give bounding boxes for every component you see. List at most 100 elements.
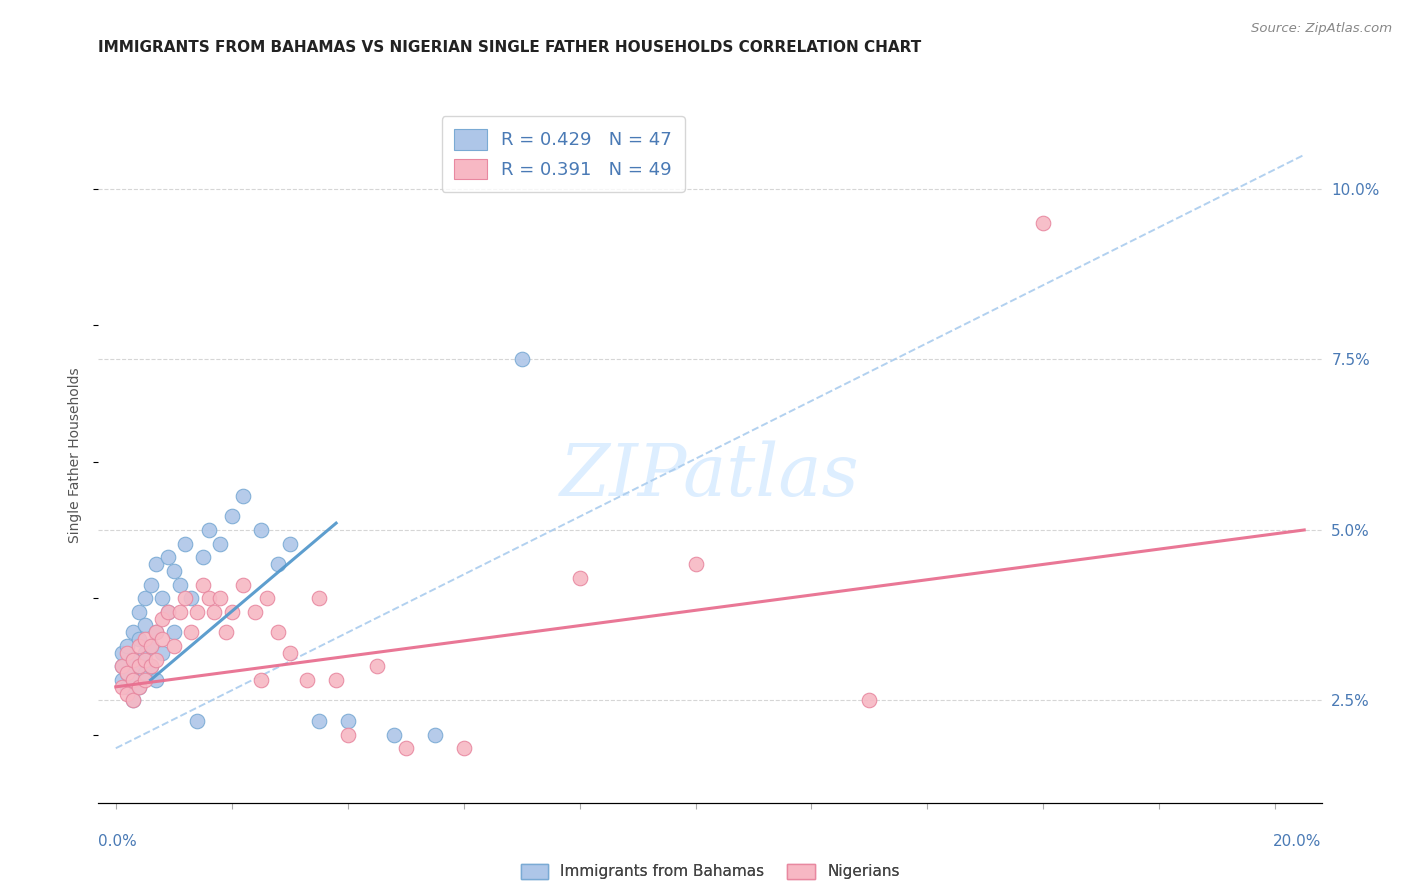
Point xyxy=(180,625,202,640)
Point xyxy=(122,673,145,687)
Point xyxy=(366,659,388,673)
Point xyxy=(134,591,156,606)
Point xyxy=(256,591,278,606)
Point xyxy=(139,639,162,653)
Point xyxy=(122,693,145,707)
Point xyxy=(134,673,156,687)
Point xyxy=(145,557,167,571)
Point xyxy=(325,673,347,687)
Point xyxy=(221,605,243,619)
Point xyxy=(858,693,880,707)
Point xyxy=(249,523,271,537)
Point xyxy=(267,625,290,640)
Point xyxy=(295,673,318,687)
Point xyxy=(191,577,214,591)
Point xyxy=(336,728,359,742)
Point xyxy=(145,625,167,640)
Point xyxy=(395,741,418,756)
Point xyxy=(110,680,132,694)
Text: 0.0%: 0.0% xyxy=(98,834,138,849)
Point xyxy=(117,666,139,681)
Point xyxy=(122,652,145,666)
Point xyxy=(128,659,150,673)
Point xyxy=(139,659,162,673)
Point xyxy=(110,659,132,673)
Point xyxy=(134,646,156,660)
Point xyxy=(145,673,167,687)
Point xyxy=(134,632,156,646)
Point xyxy=(186,605,208,619)
Point xyxy=(336,714,359,728)
Point xyxy=(163,564,186,578)
Point xyxy=(232,577,254,591)
Point xyxy=(110,659,132,673)
Point xyxy=(134,652,156,666)
Point xyxy=(117,639,139,653)
Point xyxy=(169,577,191,591)
Point xyxy=(163,639,186,653)
Point xyxy=(117,680,139,694)
Point xyxy=(685,557,707,571)
Point xyxy=(134,666,156,681)
Point xyxy=(221,509,243,524)
Point xyxy=(197,523,219,537)
Point xyxy=(134,618,156,632)
Point xyxy=(139,577,162,591)
Point xyxy=(174,591,197,606)
Point xyxy=(169,605,191,619)
Point xyxy=(122,693,145,707)
Point xyxy=(156,605,179,619)
Point xyxy=(117,666,139,681)
Point xyxy=(174,536,197,550)
Point xyxy=(453,741,475,756)
Point xyxy=(191,550,214,565)
Point xyxy=(382,728,405,742)
Text: IMMIGRANTS FROM BAHAMAS VS NIGERIAN SINGLE FATHER HOUSEHOLDS CORRELATION CHART: IMMIGRANTS FROM BAHAMAS VS NIGERIAN SING… xyxy=(98,40,922,55)
Point xyxy=(249,673,271,687)
Point xyxy=(128,680,150,694)
Point xyxy=(128,659,150,673)
Point xyxy=(156,605,179,619)
Point xyxy=(423,728,446,742)
Point xyxy=(510,352,533,367)
Point xyxy=(128,639,150,653)
Point xyxy=(128,680,150,694)
Point xyxy=(110,646,132,660)
Point xyxy=(568,571,591,585)
Point xyxy=(150,632,173,646)
Y-axis label: Single Father Households: Single Father Households xyxy=(69,368,83,542)
Legend: Immigrants from Bahamas, Nigerians: Immigrants from Bahamas, Nigerians xyxy=(515,857,905,886)
Text: Source: ZipAtlas.com: Source: ZipAtlas.com xyxy=(1251,22,1392,36)
Point xyxy=(243,605,266,619)
Point xyxy=(122,652,145,666)
Point xyxy=(117,687,139,701)
Point xyxy=(122,673,145,687)
Point xyxy=(202,605,225,619)
Point xyxy=(150,591,173,606)
Point xyxy=(308,591,330,606)
Point xyxy=(110,673,132,687)
Point xyxy=(278,536,301,550)
Point xyxy=(186,714,208,728)
Text: ZIPatlas: ZIPatlas xyxy=(560,441,860,511)
Point xyxy=(209,591,232,606)
Point xyxy=(150,646,173,660)
Point xyxy=(128,632,150,646)
Point xyxy=(117,646,139,660)
Point xyxy=(128,605,150,619)
Point xyxy=(150,612,173,626)
Point xyxy=(232,489,254,503)
Point xyxy=(308,714,330,728)
Point xyxy=(145,625,167,640)
Point xyxy=(122,625,145,640)
Point xyxy=(163,625,186,640)
Point xyxy=(215,625,238,640)
Point xyxy=(278,646,301,660)
Point xyxy=(209,536,232,550)
Point xyxy=(139,659,162,673)
Text: 20.0%: 20.0% xyxy=(1274,834,1322,849)
Point xyxy=(139,639,162,653)
Point xyxy=(1032,216,1054,230)
Point xyxy=(267,557,290,571)
Point xyxy=(180,591,202,606)
